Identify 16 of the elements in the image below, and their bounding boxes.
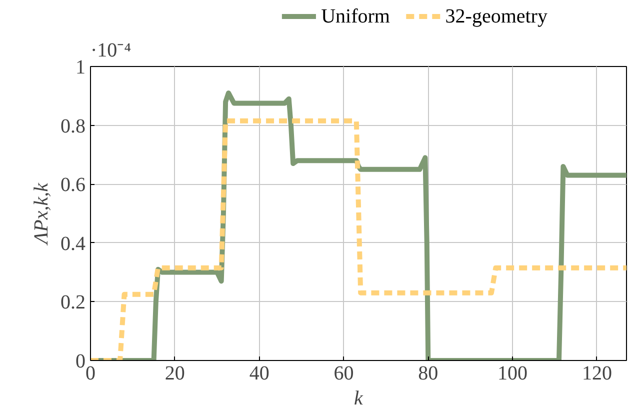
x-axis-title: k <box>354 388 364 410</box>
y-tick-label: 1 <box>76 56 86 78</box>
x-tick-label: 120 <box>582 362 612 384</box>
text: ·10⁻⁴ <box>90 40 132 62</box>
y-axis-title: ΛPx,k,k <box>30 182 52 246</box>
x-tick-label: 80 <box>418 362 438 384</box>
x-tick-label: 100 <box>498 362 528 384</box>
y-tick-label: 0.4 <box>60 232 86 255</box>
legend-label: 32-geometry <box>445 6 548 28</box>
x-tick-label: 20 <box>164 362 185 384</box>
legend-label: Uniform <box>321 6 390 28</box>
x-tick-label: 40 <box>249 362 270 384</box>
y-tick-label: 0.2 <box>60 292 86 314</box>
y-tick-label: 0.8 <box>60 115 86 138</box>
y-tick-label: 0.6 <box>60 174 86 196</box>
x-tick-label: 60 <box>334 362 354 384</box>
